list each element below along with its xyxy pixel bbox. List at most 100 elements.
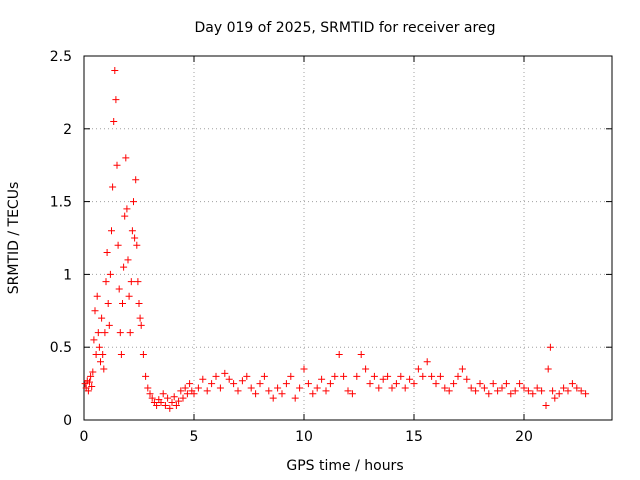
data-point	[397, 372, 405, 380]
data-point	[384, 372, 392, 380]
y-axis-label: SRMTID / TECUs	[6, 182, 22, 295]
data-point	[103, 249, 111, 257]
x-tick-label: 0	[80, 429, 89, 445]
data-point	[117, 350, 125, 358]
data-point	[265, 387, 273, 395]
data-point	[132, 176, 140, 184]
data-point	[97, 358, 104, 366]
data-point	[331, 372, 339, 380]
y-tick-label: 2	[63, 122, 72, 138]
data-point	[546, 343, 554, 351]
data-point	[401, 384, 409, 392]
data-point	[102, 278, 110, 286]
data-point	[304, 380, 312, 388]
y-tick-label: 2.5	[50, 49, 72, 65]
data-point	[87, 372, 95, 380]
data-point	[511, 387, 519, 395]
data-point	[203, 387, 211, 395]
data-point	[172, 401, 180, 409]
data-point	[278, 390, 286, 398]
data-point	[212, 372, 220, 380]
data-point	[582, 390, 590, 398]
data-point	[126, 329, 134, 337]
data-point	[104, 300, 112, 308]
data-point	[300, 365, 308, 373]
data-point	[123, 205, 131, 213]
data-point	[274, 384, 282, 392]
data-point	[113, 161, 121, 169]
data-point	[296, 384, 304, 392]
data-point	[92, 350, 100, 358]
data-point	[159, 390, 167, 398]
data-point	[122, 154, 130, 162]
data-point	[322, 387, 330, 395]
x-tick-label: 20	[515, 429, 533, 445]
data-point	[100, 365, 108, 373]
data-point	[142, 372, 150, 380]
data-point	[153, 401, 161, 409]
data-point	[287, 372, 295, 380]
data-point	[309, 390, 317, 398]
data-point	[130, 198, 137, 206]
data-point	[181, 384, 189, 392]
data-point	[353, 372, 361, 380]
data-point	[84, 387, 92, 395]
data-point	[86, 378, 93, 386]
data-point	[370, 372, 378, 380]
data-point	[183, 390, 191, 398]
data-point	[121, 212, 129, 220]
y-tick-label: 1.5	[50, 195, 72, 211]
data-point	[480, 384, 488, 392]
data-point	[507, 390, 515, 398]
data-point	[114, 241, 122, 249]
x-axis-label: GPS time / hours	[286, 458, 403, 474]
data-point	[450, 380, 458, 388]
data-point	[485, 390, 493, 398]
data-point	[348, 390, 356, 398]
data-point	[366, 380, 374, 388]
data-point	[110, 118, 118, 126]
data-point	[379, 375, 387, 383]
data-point	[544, 365, 552, 373]
data-point	[318, 375, 326, 383]
data-point	[90, 336, 98, 344]
data-point	[95, 343, 103, 351]
data-point	[551, 394, 559, 402]
data-point	[186, 380, 194, 388]
data-point	[109, 183, 117, 191]
x-tick-label: 15	[405, 429, 423, 445]
data-point	[423, 358, 431, 366]
data-point	[170, 393, 178, 401]
data-point	[234, 387, 242, 395]
data-point	[406, 375, 414, 383]
data-point	[529, 390, 537, 398]
data-point	[564, 387, 572, 395]
data-point	[560, 384, 568, 392]
data-point	[410, 380, 418, 388]
data-point	[498, 384, 506, 392]
data-point	[445, 387, 453, 395]
data-point	[520, 384, 528, 392]
data-point	[101, 329, 109, 337]
data-point	[269, 394, 277, 402]
data-point	[489, 380, 497, 388]
gridlines	[84, 56, 612, 420]
data-point	[88, 383, 96, 391]
data-point	[127, 278, 135, 286]
data-point	[577, 387, 585, 395]
data-point	[494, 387, 502, 395]
data-point	[476, 380, 484, 388]
data-point	[120, 263, 128, 271]
data-point	[148, 394, 156, 402]
data-point	[221, 369, 229, 377]
axis-ticks	[83, 55, 612, 421]
data-point	[108, 227, 115, 235]
data-point	[94, 329, 102, 337]
data-point	[463, 375, 471, 383]
data-point	[238, 377, 246, 385]
y-tick-label: 0	[63, 413, 72, 429]
y-tick-label: 0.5	[50, 340, 72, 356]
data-point	[243, 372, 251, 380]
data-point	[344, 387, 352, 395]
